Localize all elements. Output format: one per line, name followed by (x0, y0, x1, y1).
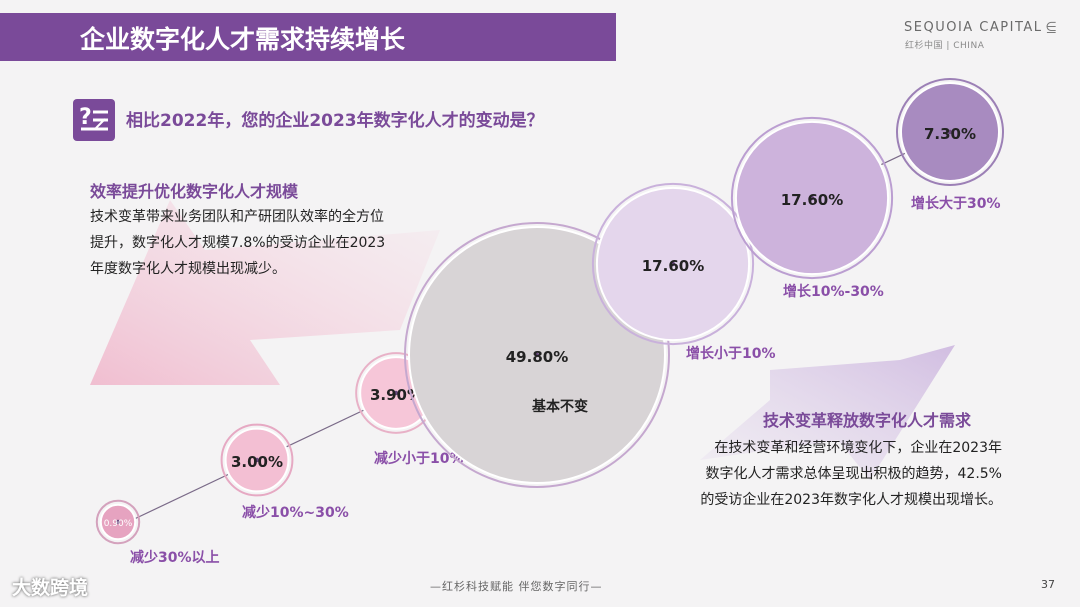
bubble-value-label: 17.60% (781, 191, 843, 209)
bubble-ring (895, 77, 1005, 187)
right-callout-line: 在技术变革和经营环境变化下，企业在2023年 (714, 440, 1002, 456)
increase-arrow-shape (700, 345, 955, 480)
bubble-ring (95, 499, 141, 545)
bubble-value-label: 3.00% (231, 453, 283, 471)
trend-point (393, 390, 399, 396)
trend-point (670, 261, 676, 267)
right-callout-title: 技术变革释放数字化人才需求 (763, 411, 972, 430)
bubble-category-label: 增长大于30% (911, 195, 1001, 212)
bubble-value-label: 0.90% (104, 519, 133, 529)
trend-point (809, 195, 815, 201)
page-title: 企业数字化人才需求持续增长 (80, 25, 406, 54)
trend-point (115, 519, 121, 525)
bubble-category-label: 增长10%-30% (783, 283, 884, 300)
left-callout-title: 效率提升优化数字化人才规模 (90, 182, 299, 201)
bubble-category-label: 减少10%~30% (242, 504, 349, 521)
bubble-ring (591, 182, 755, 346)
logo-subtitle: 红杉中国 | CHINA (905, 41, 985, 51)
trend-point (534, 352, 540, 358)
logo-text: SEQUOIA CAPITAL (904, 20, 1043, 35)
svg-text:?: ? (79, 105, 92, 130)
trend-point (947, 129, 953, 135)
bubble-category-label: 减少30%以上 (130, 549, 220, 566)
survey-question: 相比2022年，您的企业2023年数字化人才的变动是？ (126, 111, 544, 131)
page-number: 37 (1041, 578, 1055, 591)
right-callout-line: 数字化人才需求总体呈现出积极的趋势，42.5% (705, 466, 1002, 482)
decrease-arrow-shape (90, 200, 440, 385)
bubble-value-label: 49.80% (506, 348, 568, 366)
right-callout-body: 在技术变革和经营环境变化下，企业在2023年 数字化人才需求总体呈现出积极的趋势… (662, 435, 1002, 513)
bubble-ring (220, 423, 294, 497)
right-callout-line: 的受访企业在2023年数字化人才规模出现增长。 (700, 492, 1002, 508)
bubble-ring (404, 222, 670, 488)
left-callout-body: 技术变革带来业务团队和产研团队效率的全方位提升，数字化人才规模7.8%的受访企业… (90, 209, 386, 277)
question-icon: ? (73, 99, 115, 141)
trend-point (254, 457, 260, 463)
bubble-ring (730, 116, 894, 280)
logo-mark-icon: ⋸ (1045, 20, 1059, 35)
footer-slogan: —红杉科技赋能 伴您数字同行— (430, 580, 603, 593)
bubble-category-label: 减少小于10% (374, 450, 464, 467)
bubble-category-label: 增长小于10% (686, 345, 776, 362)
watermark: 大数跨境 (12, 577, 89, 599)
bubble-category-label: 基本不变 (532, 398, 588, 415)
sequoia-logo: SEQUOIA CAPITAL ⋸ (904, 20, 1058, 35)
title-banner (0, 13, 616, 61)
bubble-value-label: 17.60% (642, 257, 704, 275)
bubble-value-label: 7.30% (924, 125, 976, 143)
